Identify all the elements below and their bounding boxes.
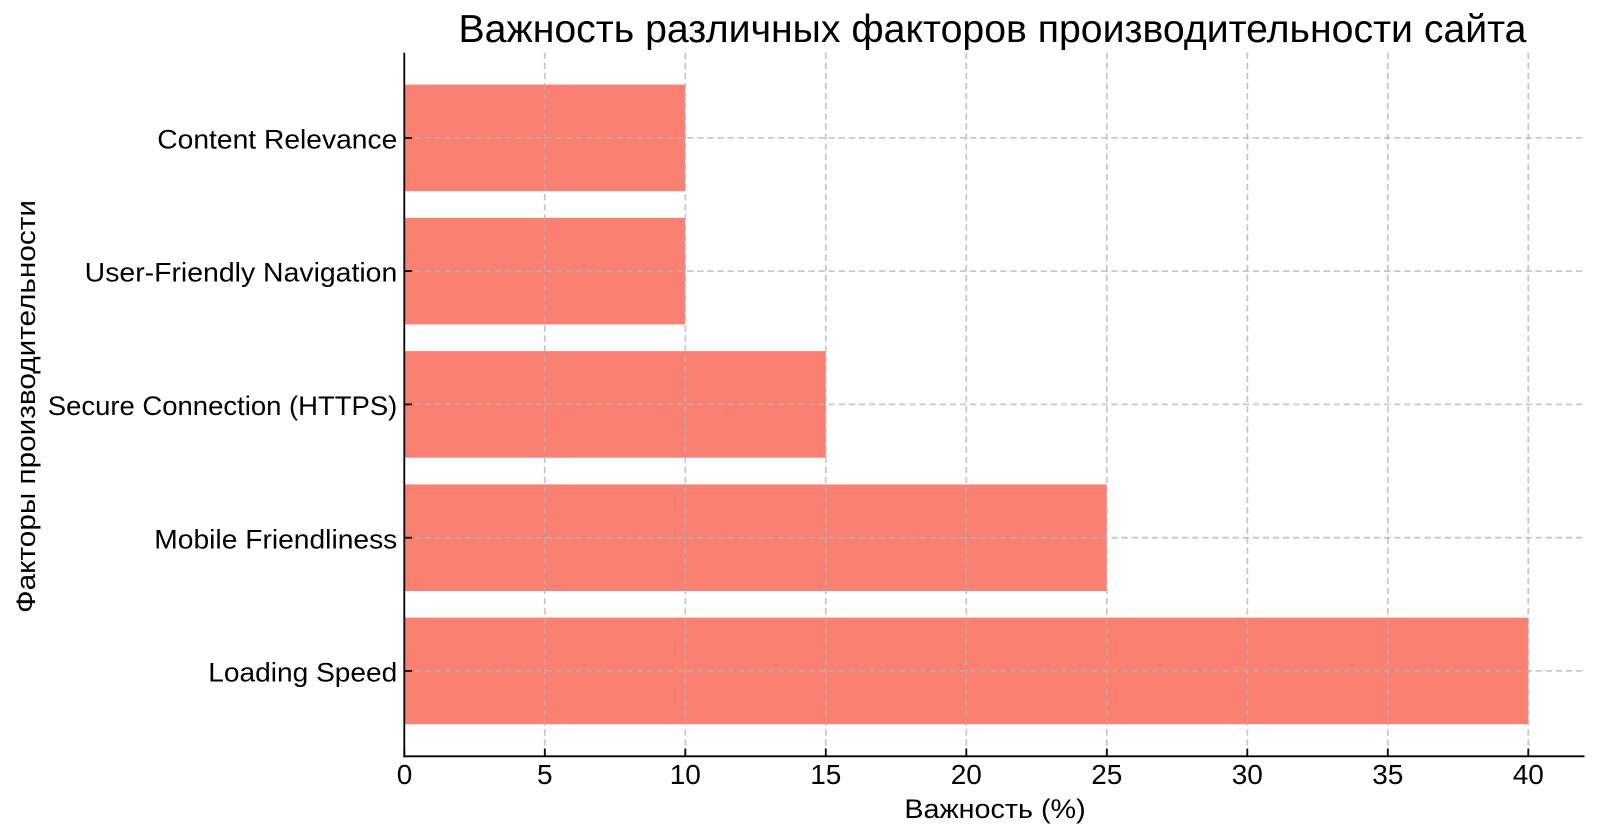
svg-text:30: 30 xyxy=(1232,759,1263,790)
svg-text:10: 10 xyxy=(670,759,701,790)
svg-text:5: 5 xyxy=(537,759,553,790)
svg-text:Mobile Friendliness: Mobile Friendliness xyxy=(154,524,397,554)
svg-text:35: 35 xyxy=(1372,759,1403,790)
svg-text:0: 0 xyxy=(397,759,413,790)
svg-text:Secure Connection (HTTPS): Secure Connection (HTTPS) xyxy=(48,391,398,421)
svg-text:25: 25 xyxy=(1091,759,1122,790)
svg-text:Content Relevance: Content Relevance xyxy=(157,125,397,155)
svg-text:Важность различных факторов пр: Важность различных факторов производител… xyxy=(459,8,1527,51)
svg-text:Важность (%): Важность (%) xyxy=(904,794,1085,824)
svg-text:Факторы производительности: Факторы производительности xyxy=(11,200,41,613)
svg-text:20: 20 xyxy=(951,759,982,790)
svg-text:15: 15 xyxy=(810,759,841,790)
svg-text:User-Friendly Navigation: User-Friendly Navigation xyxy=(85,258,398,288)
svg-text:Loading Speed: Loading Speed xyxy=(208,658,397,688)
svg-text:40: 40 xyxy=(1513,759,1544,790)
